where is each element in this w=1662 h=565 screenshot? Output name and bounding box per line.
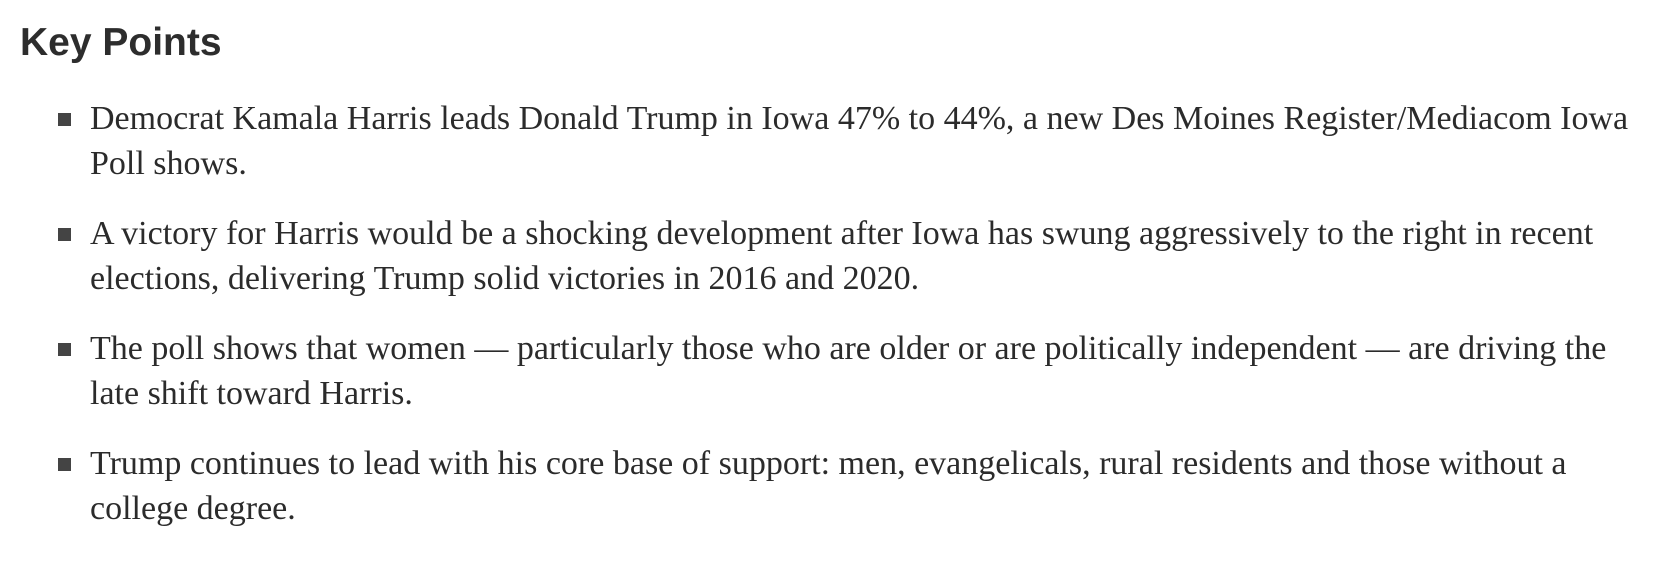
list-item: Democrat Kamala Harris leads Donald Trum… <box>20 96 1640 186</box>
square-bullet-icon <box>58 113 71 126</box>
list-item-text: Democrat Kamala Harris leads Donald Trum… <box>90 100 1629 182</box>
list-item: The poll shows that women — particularly… <box>20 326 1640 416</box>
section-title: Key Points <box>20 21 222 64</box>
list-item-text: A victory for Harris would be a shocking… <box>90 215 1594 297</box>
square-bullet-icon <box>58 458 71 471</box>
list-item-text: The poll shows that women — particularly… <box>90 330 1607 412</box>
list-item-text: Trump continues to lead with his core ba… <box>90 445 1567 527</box>
key-points-section: Key Points Democrat Kamala Harris leads … <box>20 18 1650 527</box>
list-item: A victory for Harris would be a shocking… <box>20 211 1640 301</box>
list-item: Trump continues to lead with his core ba… <box>20 441 1640 531</box>
square-bullet-icon <box>58 228 71 241</box>
square-bullet-icon <box>58 343 71 356</box>
key-points-list: Democrat Kamala Harris leads Donald Trum… <box>20 96 1640 556</box>
